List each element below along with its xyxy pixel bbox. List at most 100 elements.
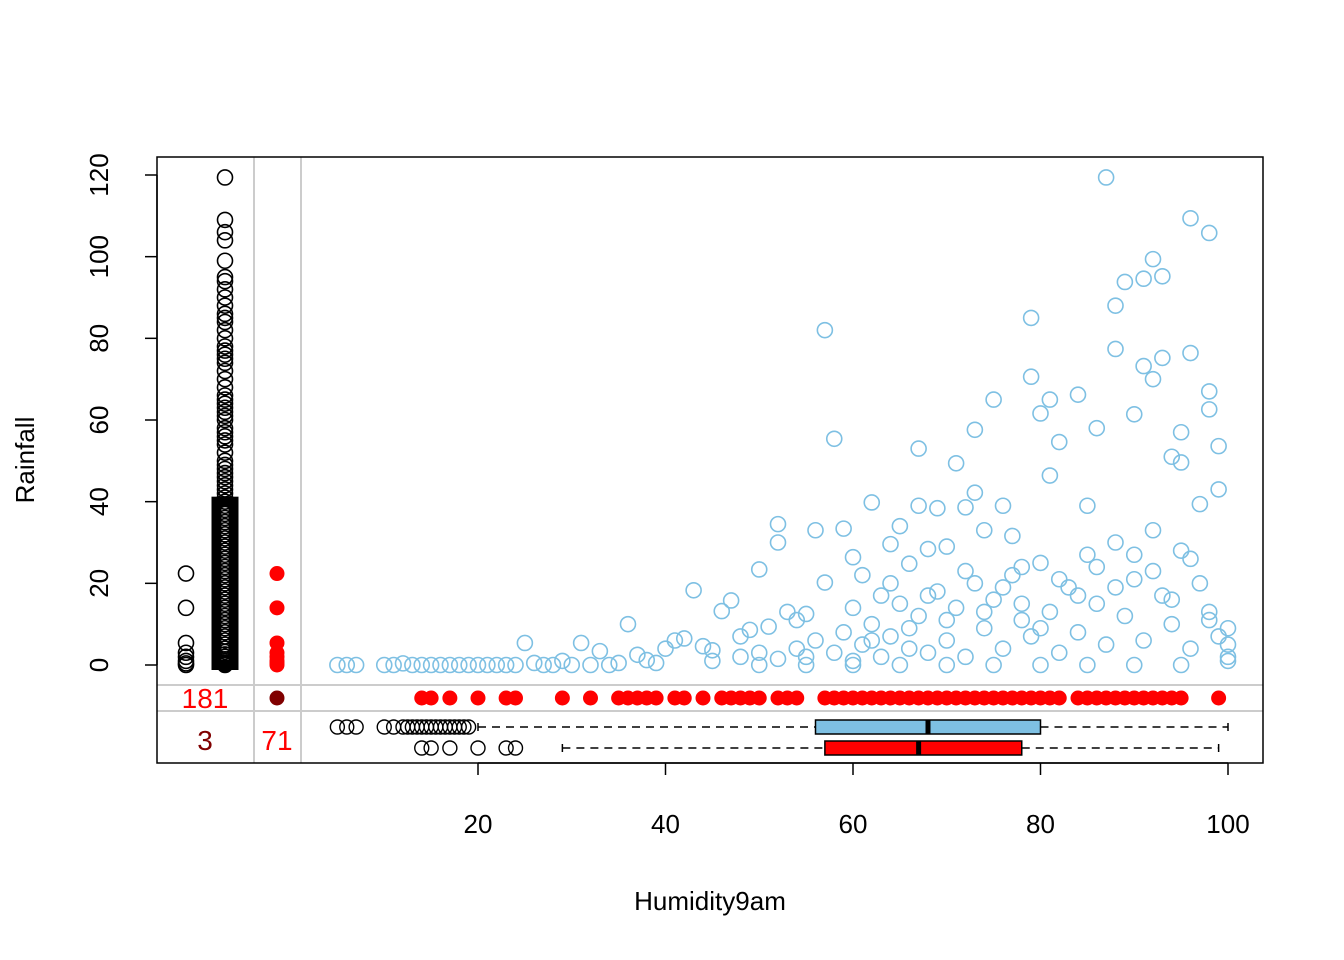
- observed-point: [900, 555, 918, 573]
- missing-row-point: [751, 690, 767, 706]
- observed-point: [535, 656, 552, 674]
- observed-point: [1022, 368, 1040, 386]
- observed-point: [994, 497, 1012, 515]
- observed-point: [891, 595, 909, 613]
- observed-point: [488, 656, 506, 674]
- x-axis-label: Humidity9am: [634, 886, 786, 916]
- humidity-missing-point: [216, 432, 234, 449]
- humidity-missing-point: [216, 354, 234, 372]
- observed-point: [450, 656, 468, 674]
- observed-point: [375, 656, 393, 674]
- observed-point: [1032, 554, 1049, 572]
- missing-row-point: [423, 690, 439, 706]
- observed-point: [985, 391, 1002, 408]
- both-missing-point: [177, 644, 195, 662]
- observed-point: [347, 656, 365, 674]
- missing-row-point: [1051, 690, 1067, 706]
- humidity-missing-point: [216, 232, 234, 249]
- observed-point: [957, 648, 974, 666]
- observed-point: [854, 566, 871, 584]
- y-tick-label: 60: [84, 406, 114, 435]
- observed-point: [825, 430, 843, 448]
- observed-point: [1041, 391, 1059, 408]
- observed-point: [685, 581, 702, 599]
- humidity-missing-point: [216, 281, 234, 298]
- observed-point: [1069, 386, 1087, 403]
- missing-boxplot-box: [824, 740, 1023, 756]
- observed-point: [1163, 591, 1181, 608]
- y-tick-label: 120: [84, 153, 114, 196]
- missing-row-point: [789, 690, 805, 706]
- missing-row-point: [442, 690, 458, 706]
- observed-point: [1191, 495, 1209, 513]
- y-tick-label: 80: [84, 324, 114, 353]
- observed-point: [638, 651, 656, 669]
- observed-boxplot-outlier: [460, 719, 477, 735]
- observed-point: [769, 650, 787, 668]
- observed-point: [1200, 401, 1218, 418]
- both-missing-point: [177, 652, 195, 670]
- observed-point: [1125, 570, 1143, 588]
- observed-point: [947, 454, 965, 472]
- observed-point: [1154, 587, 1171, 604]
- humidity-missing-point: [216, 407, 234, 425]
- observed-point: [882, 628, 899, 645]
- observed-point: [469, 656, 487, 674]
- missing-row-point: [648, 690, 664, 706]
- observed-point: [929, 499, 946, 517]
- observed-point: [910, 497, 927, 515]
- humidity-missing-point: [216, 321, 234, 339]
- missing-row-point: [508, 690, 523, 706]
- both-missing-point: [177, 648, 195, 666]
- humidity-missing-point: [216, 395, 234, 412]
- observed-point: [919, 540, 937, 558]
- observed-point: [938, 538, 956, 555]
- axis-layer: 20 40 60 80 100 0 20 40 60 80 100 120: [84, 153, 1264, 839]
- x-tick-label: 100: [1206, 809, 1249, 839]
- x-tick-label: 60: [839, 809, 868, 839]
- observed-point: [666, 632, 684, 649]
- missing-row-point: [1211, 690, 1227, 706]
- observed-point: [1060, 579, 1077, 596]
- observed-point: [1088, 558, 1106, 576]
- humidity-missing-point: [216, 211, 234, 229]
- humidity-missing-point: [216, 252, 234, 270]
- humidity-missing-point: [216, 460, 234, 478]
- observed-point: [1210, 481, 1227, 498]
- observed-point: [1088, 419, 1106, 437]
- observed-point: [825, 644, 843, 662]
- observed-point: [1144, 370, 1162, 388]
- humidity-missing-count: 181: [182, 683, 229, 714]
- both-missing-point: [177, 599, 195, 617]
- observed-point: [1116, 607, 1134, 625]
- humidity-missing-point: [216, 387, 234, 404]
- observed-point: [732, 648, 749, 666]
- missing-row-point: [695, 690, 711, 706]
- observed-point: [1069, 624, 1087, 641]
- observed-point: [985, 656, 1002, 674]
- observed-point: [788, 611, 806, 629]
- observed-point: [1163, 448, 1181, 466]
- humidity-missing-point: [216, 330, 234, 347]
- observed-point: [441, 656, 459, 674]
- observed-boxplot-outlier: [329, 719, 346, 735]
- humidity-missing-point: [216, 289, 234, 306]
- observed-point: [816, 574, 834, 591]
- observed-point: [1135, 632, 1152, 649]
- observed-boxplot-outlier: [376, 719, 392, 735]
- humidity-missing-point: [216, 452, 234, 470]
- both-missing-point: [177, 565, 195, 582]
- observed-point: [647, 654, 665, 672]
- observed-point: [966, 484, 984, 501]
- observed-point: [582, 656, 599, 674]
- observed-point: [1219, 619, 1237, 637]
- observed-point: [1210, 437, 1227, 455]
- observed-point: [797, 605, 815, 623]
- humidity-missing-point: [216, 423, 234, 441]
- observed-point: [704, 641, 721, 659]
- rainfall-missing-point: [269, 566, 285, 582]
- observed-point: [1032, 405, 1049, 422]
- observed-point: [957, 499, 974, 516]
- observed-point: [769, 534, 787, 551]
- observed-point: [1079, 546, 1096, 564]
